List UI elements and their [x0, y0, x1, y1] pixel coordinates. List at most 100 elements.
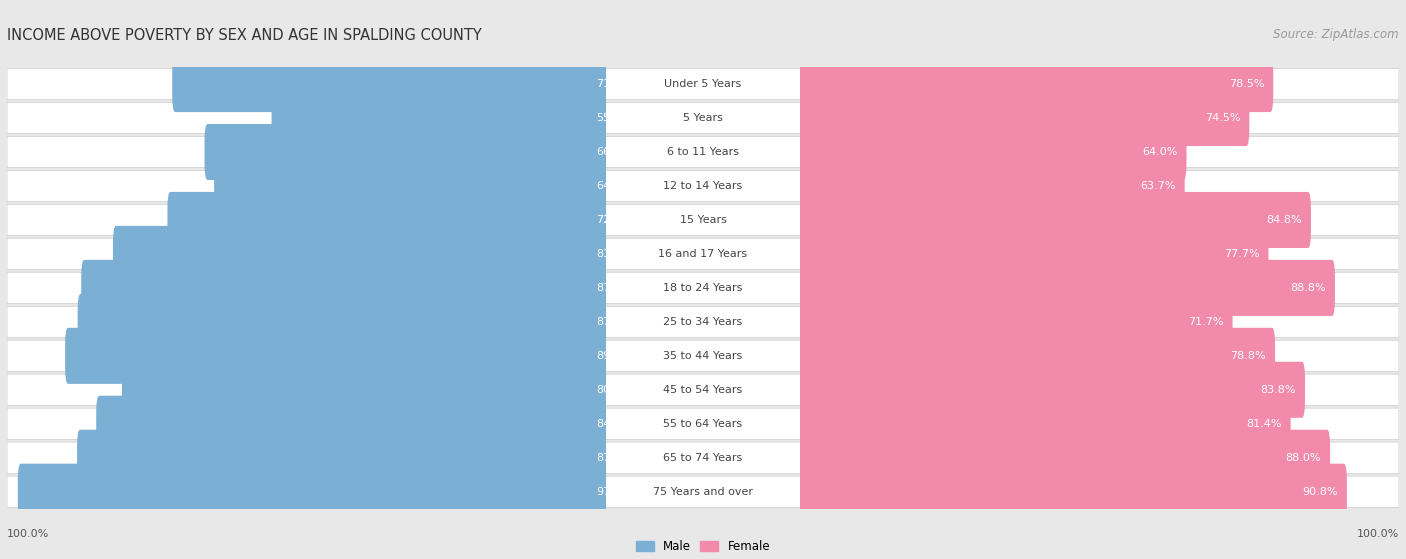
Text: 78.8%: 78.8%: [1230, 351, 1265, 361]
FancyBboxPatch shape: [797, 430, 1330, 486]
FancyBboxPatch shape: [800, 408, 1399, 439]
Text: 84.8%: 84.8%: [1267, 215, 1302, 225]
FancyBboxPatch shape: [797, 463, 1347, 520]
FancyBboxPatch shape: [7, 306, 606, 338]
Text: 64.9%: 64.9%: [596, 181, 633, 191]
Text: 5 Years: 5 Years: [683, 113, 723, 123]
Text: 87.8%: 87.8%: [596, 453, 633, 463]
Text: 77.7%: 77.7%: [1223, 249, 1260, 259]
FancyBboxPatch shape: [271, 90, 609, 146]
Text: 71.7%: 71.7%: [1188, 317, 1223, 327]
FancyBboxPatch shape: [606, 170, 800, 202]
Text: INCOME ABOVE POVERTY BY SEX AND AGE IN SPALDING COUNTY: INCOME ABOVE POVERTY BY SEX AND AGE IN S…: [7, 28, 482, 43]
Text: 75 Years and over: 75 Years and over: [652, 487, 754, 497]
Text: 87.7%: 87.7%: [596, 317, 633, 327]
FancyBboxPatch shape: [7, 476, 606, 508]
FancyBboxPatch shape: [122, 362, 609, 418]
FancyBboxPatch shape: [172, 56, 609, 112]
Text: 74.5%: 74.5%: [1205, 113, 1240, 123]
Text: 84.6%: 84.6%: [596, 419, 633, 429]
Text: 16 and 17 Years: 16 and 17 Years: [658, 249, 748, 259]
FancyBboxPatch shape: [800, 374, 1399, 405]
FancyBboxPatch shape: [112, 226, 609, 282]
FancyBboxPatch shape: [797, 56, 1274, 112]
Text: 55 to 64 Years: 55 to 64 Years: [664, 419, 742, 429]
FancyBboxPatch shape: [7, 340, 606, 371]
FancyBboxPatch shape: [77, 430, 609, 486]
Text: 97.7%: 97.7%: [596, 487, 633, 497]
FancyBboxPatch shape: [7, 102, 606, 134]
Text: 87.1%: 87.1%: [596, 283, 633, 293]
FancyBboxPatch shape: [800, 68, 1399, 100]
Text: 88.0%: 88.0%: [1285, 453, 1322, 463]
Text: 66.5%: 66.5%: [596, 147, 631, 157]
Text: 45 to 54 Years: 45 to 54 Years: [664, 385, 742, 395]
Text: 71.9%: 71.9%: [596, 79, 633, 89]
Text: 100.0%: 100.0%: [7, 529, 49, 539]
FancyBboxPatch shape: [800, 340, 1399, 371]
FancyBboxPatch shape: [797, 396, 1291, 452]
Text: 89.8%: 89.8%: [596, 351, 633, 361]
FancyBboxPatch shape: [800, 238, 1399, 269]
FancyBboxPatch shape: [797, 294, 1233, 350]
FancyBboxPatch shape: [7, 272, 606, 304]
FancyBboxPatch shape: [797, 328, 1275, 384]
Text: 18 to 24 Years: 18 to 24 Years: [664, 283, 742, 293]
FancyBboxPatch shape: [82, 260, 609, 316]
FancyBboxPatch shape: [800, 306, 1399, 338]
FancyBboxPatch shape: [7, 68, 606, 100]
FancyBboxPatch shape: [606, 68, 800, 100]
FancyBboxPatch shape: [7, 374, 606, 405]
FancyBboxPatch shape: [800, 272, 1399, 304]
Text: 12 to 14 Years: 12 to 14 Years: [664, 181, 742, 191]
FancyBboxPatch shape: [606, 442, 800, 473]
Text: 35 to 44 Years: 35 to 44 Years: [664, 351, 742, 361]
FancyBboxPatch shape: [65, 328, 609, 384]
FancyBboxPatch shape: [606, 374, 800, 405]
FancyBboxPatch shape: [797, 90, 1250, 146]
Text: 63.7%: 63.7%: [1140, 181, 1175, 191]
FancyBboxPatch shape: [606, 306, 800, 338]
Legend: Male, Female: Male, Female: [636, 540, 770, 553]
FancyBboxPatch shape: [606, 136, 800, 168]
FancyBboxPatch shape: [797, 158, 1185, 214]
FancyBboxPatch shape: [797, 124, 1187, 180]
FancyBboxPatch shape: [606, 408, 800, 439]
Text: 90.8%: 90.8%: [1302, 487, 1339, 497]
FancyBboxPatch shape: [797, 192, 1310, 248]
FancyBboxPatch shape: [7, 170, 606, 202]
FancyBboxPatch shape: [797, 260, 1334, 316]
Text: 64.0%: 64.0%: [1142, 147, 1177, 157]
FancyBboxPatch shape: [7, 408, 606, 439]
Text: 80.3%: 80.3%: [596, 385, 631, 395]
FancyBboxPatch shape: [800, 205, 1399, 235]
FancyBboxPatch shape: [167, 192, 609, 248]
FancyBboxPatch shape: [606, 205, 800, 235]
FancyBboxPatch shape: [606, 340, 800, 371]
Text: 100.0%: 100.0%: [1357, 529, 1399, 539]
FancyBboxPatch shape: [800, 170, 1399, 202]
Text: 88.8%: 88.8%: [1291, 283, 1326, 293]
Text: 55.3%: 55.3%: [596, 113, 631, 123]
Text: 81.4%: 81.4%: [1246, 419, 1282, 429]
FancyBboxPatch shape: [800, 102, 1399, 134]
Text: 72.7%: 72.7%: [596, 215, 633, 225]
FancyBboxPatch shape: [96, 396, 609, 452]
FancyBboxPatch shape: [800, 136, 1399, 168]
Text: 78.5%: 78.5%: [1229, 79, 1264, 89]
FancyBboxPatch shape: [800, 476, 1399, 508]
Text: 65 to 74 Years: 65 to 74 Years: [664, 453, 742, 463]
Text: Source: ZipAtlas.com: Source: ZipAtlas.com: [1274, 28, 1399, 41]
FancyBboxPatch shape: [204, 124, 609, 180]
FancyBboxPatch shape: [7, 238, 606, 269]
FancyBboxPatch shape: [800, 442, 1399, 473]
FancyBboxPatch shape: [18, 463, 609, 520]
FancyBboxPatch shape: [77, 294, 609, 350]
FancyBboxPatch shape: [7, 205, 606, 235]
FancyBboxPatch shape: [606, 476, 800, 508]
Text: 83.8%: 83.8%: [1261, 385, 1296, 395]
FancyBboxPatch shape: [606, 272, 800, 304]
FancyBboxPatch shape: [214, 158, 609, 214]
FancyBboxPatch shape: [7, 136, 606, 168]
Text: Under 5 Years: Under 5 Years: [665, 79, 741, 89]
